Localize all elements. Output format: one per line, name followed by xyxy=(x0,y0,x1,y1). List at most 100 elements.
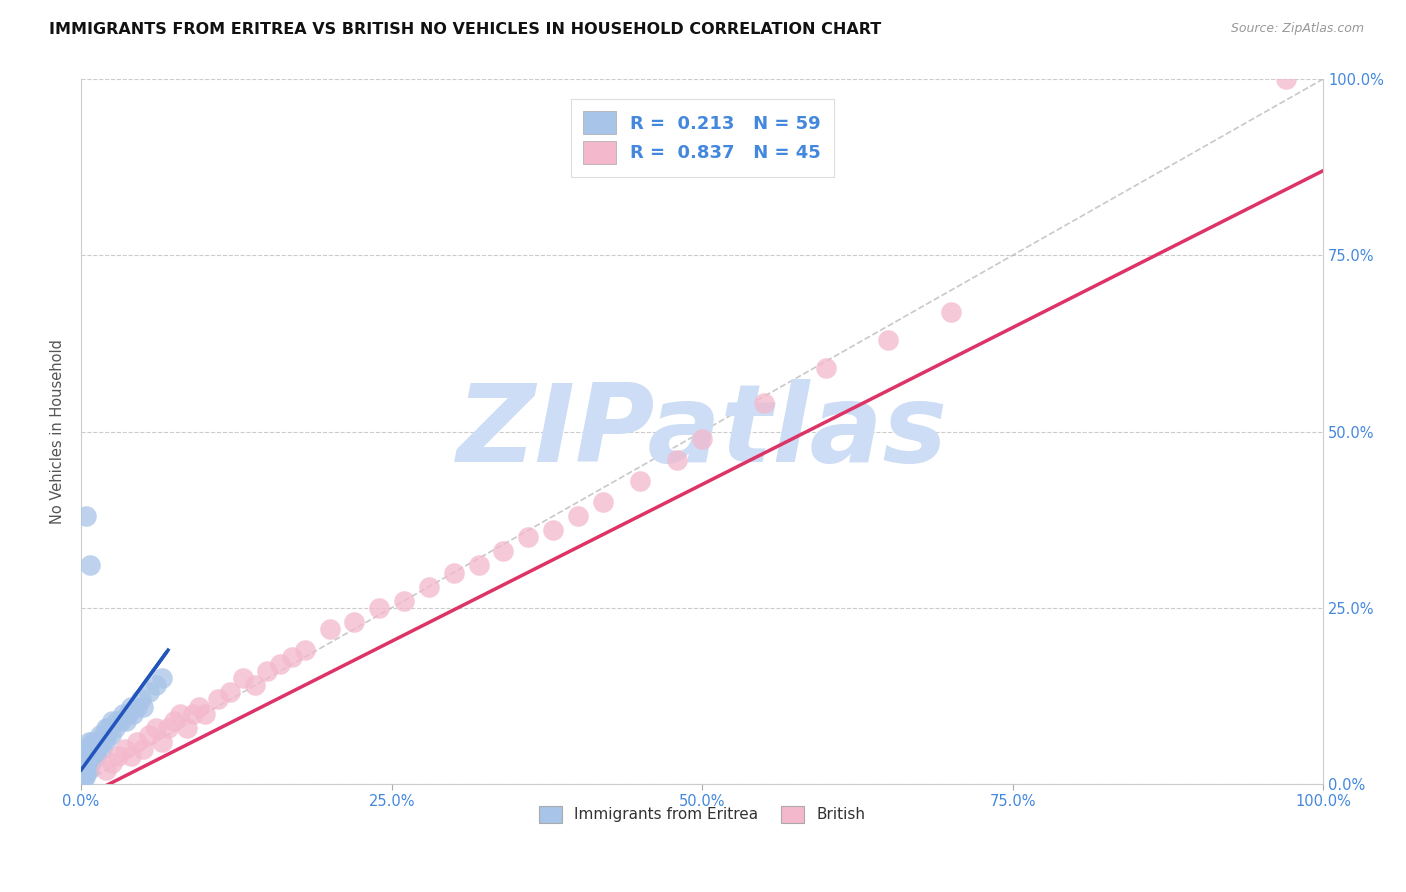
Point xyxy=(207,692,229,706)
Point xyxy=(93,728,115,742)
Point xyxy=(138,685,160,699)
Point xyxy=(77,756,100,770)
Point xyxy=(145,721,167,735)
Point xyxy=(163,714,186,728)
Point xyxy=(176,721,198,735)
Point xyxy=(76,763,98,777)
Text: ZIPatlas: ZIPatlas xyxy=(457,378,948,484)
Point xyxy=(815,361,838,376)
Point xyxy=(84,735,107,749)
Point xyxy=(89,728,111,742)
Point xyxy=(84,748,107,763)
Point xyxy=(232,671,254,685)
Point xyxy=(666,452,689,467)
Point xyxy=(73,770,96,784)
Point xyxy=(281,650,304,665)
Point xyxy=(243,678,266,692)
Point xyxy=(79,748,101,763)
Point xyxy=(219,685,242,699)
Point xyxy=(567,509,589,524)
Point xyxy=(76,741,98,756)
Y-axis label: No Vehicles in Household: No Vehicles in Household xyxy=(51,339,65,524)
Point xyxy=(93,735,115,749)
Point xyxy=(83,748,105,763)
Point xyxy=(132,741,155,756)
Point xyxy=(79,756,101,770)
Point xyxy=(343,615,366,629)
Point xyxy=(82,735,104,749)
Point xyxy=(100,728,122,742)
Point xyxy=(77,763,100,777)
Point xyxy=(83,741,105,756)
Point xyxy=(83,741,105,756)
Point xyxy=(72,748,94,763)
Point xyxy=(94,721,117,735)
Point xyxy=(1275,72,1298,87)
Point xyxy=(91,741,114,756)
Point xyxy=(72,763,94,777)
Point xyxy=(101,714,124,728)
Legend: Immigrants from Eritrea, British: Immigrants from Eritrea, British xyxy=(533,799,872,830)
Point xyxy=(125,735,148,749)
Point xyxy=(73,756,96,770)
Point xyxy=(194,706,217,721)
Point xyxy=(754,396,776,410)
Point xyxy=(120,699,142,714)
Point xyxy=(150,671,173,685)
Point xyxy=(418,580,440,594)
Text: IMMIGRANTS FROM ERITREA VS BRITISH NO VEHICLES IN HOUSEHOLD CORRELATION CHART: IMMIGRANTS FROM ERITREA VS BRITISH NO VE… xyxy=(49,22,882,37)
Point xyxy=(628,474,651,488)
Point xyxy=(104,721,127,735)
Point xyxy=(82,748,104,763)
Point xyxy=(75,763,97,777)
Point xyxy=(467,558,489,573)
Point xyxy=(157,721,180,735)
Point xyxy=(117,706,139,721)
Point xyxy=(169,706,191,721)
Point xyxy=(76,756,98,770)
Point xyxy=(86,741,108,756)
Point xyxy=(72,756,94,770)
Point xyxy=(73,741,96,756)
Point xyxy=(188,699,211,714)
Point xyxy=(72,770,94,784)
Point xyxy=(75,756,97,770)
Point xyxy=(256,665,278,679)
Point xyxy=(138,728,160,742)
Point xyxy=(443,566,465,580)
Point xyxy=(105,714,128,728)
Point xyxy=(181,706,204,721)
Point xyxy=(75,509,97,524)
Point xyxy=(80,756,103,770)
Point xyxy=(392,593,415,607)
Point xyxy=(75,748,97,763)
Point xyxy=(294,643,316,657)
Point xyxy=(368,600,391,615)
Point xyxy=(492,544,515,558)
Point xyxy=(72,756,94,770)
Point xyxy=(125,699,148,714)
Point xyxy=(110,714,132,728)
Text: Source: ZipAtlas.com: Source: ZipAtlas.com xyxy=(1230,22,1364,36)
Point xyxy=(150,735,173,749)
Point xyxy=(77,735,100,749)
Point xyxy=(87,735,110,749)
Point xyxy=(129,692,152,706)
Point xyxy=(72,770,94,784)
Point xyxy=(94,763,117,777)
Point xyxy=(107,748,129,763)
Point xyxy=(541,523,564,537)
Point xyxy=(114,741,136,756)
Point xyxy=(122,706,145,721)
Point xyxy=(80,741,103,756)
Point xyxy=(939,304,962,318)
Point xyxy=(115,714,138,728)
Point xyxy=(72,763,94,777)
Point xyxy=(96,728,118,742)
Point xyxy=(112,706,135,721)
Point xyxy=(145,678,167,692)
Point xyxy=(318,622,340,636)
Point xyxy=(120,748,142,763)
Point xyxy=(79,558,101,573)
Point xyxy=(101,756,124,770)
